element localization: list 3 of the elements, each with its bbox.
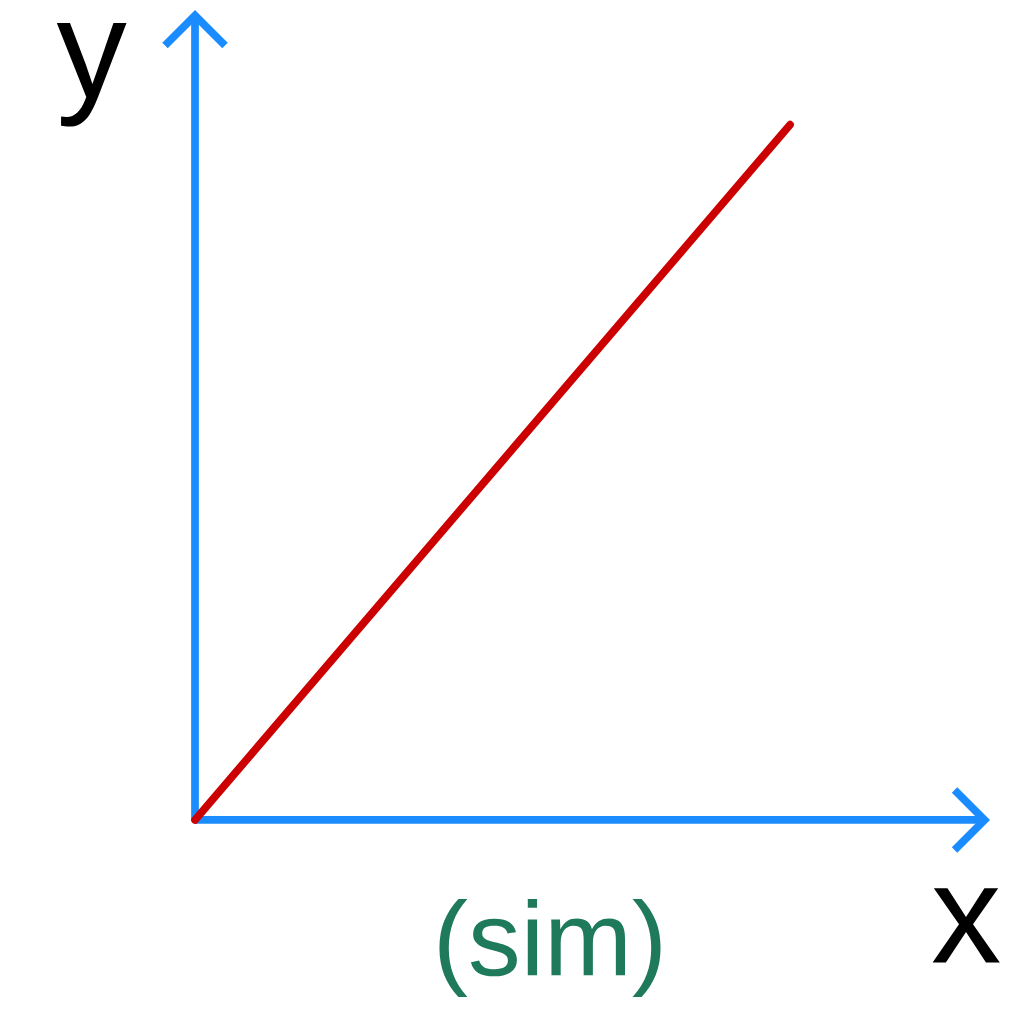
x-axis-title: x — [932, 888, 1000, 963]
text: (sim) — [439, 898, 661, 998]
y-axis-title: y — [56, 23, 127, 127]
